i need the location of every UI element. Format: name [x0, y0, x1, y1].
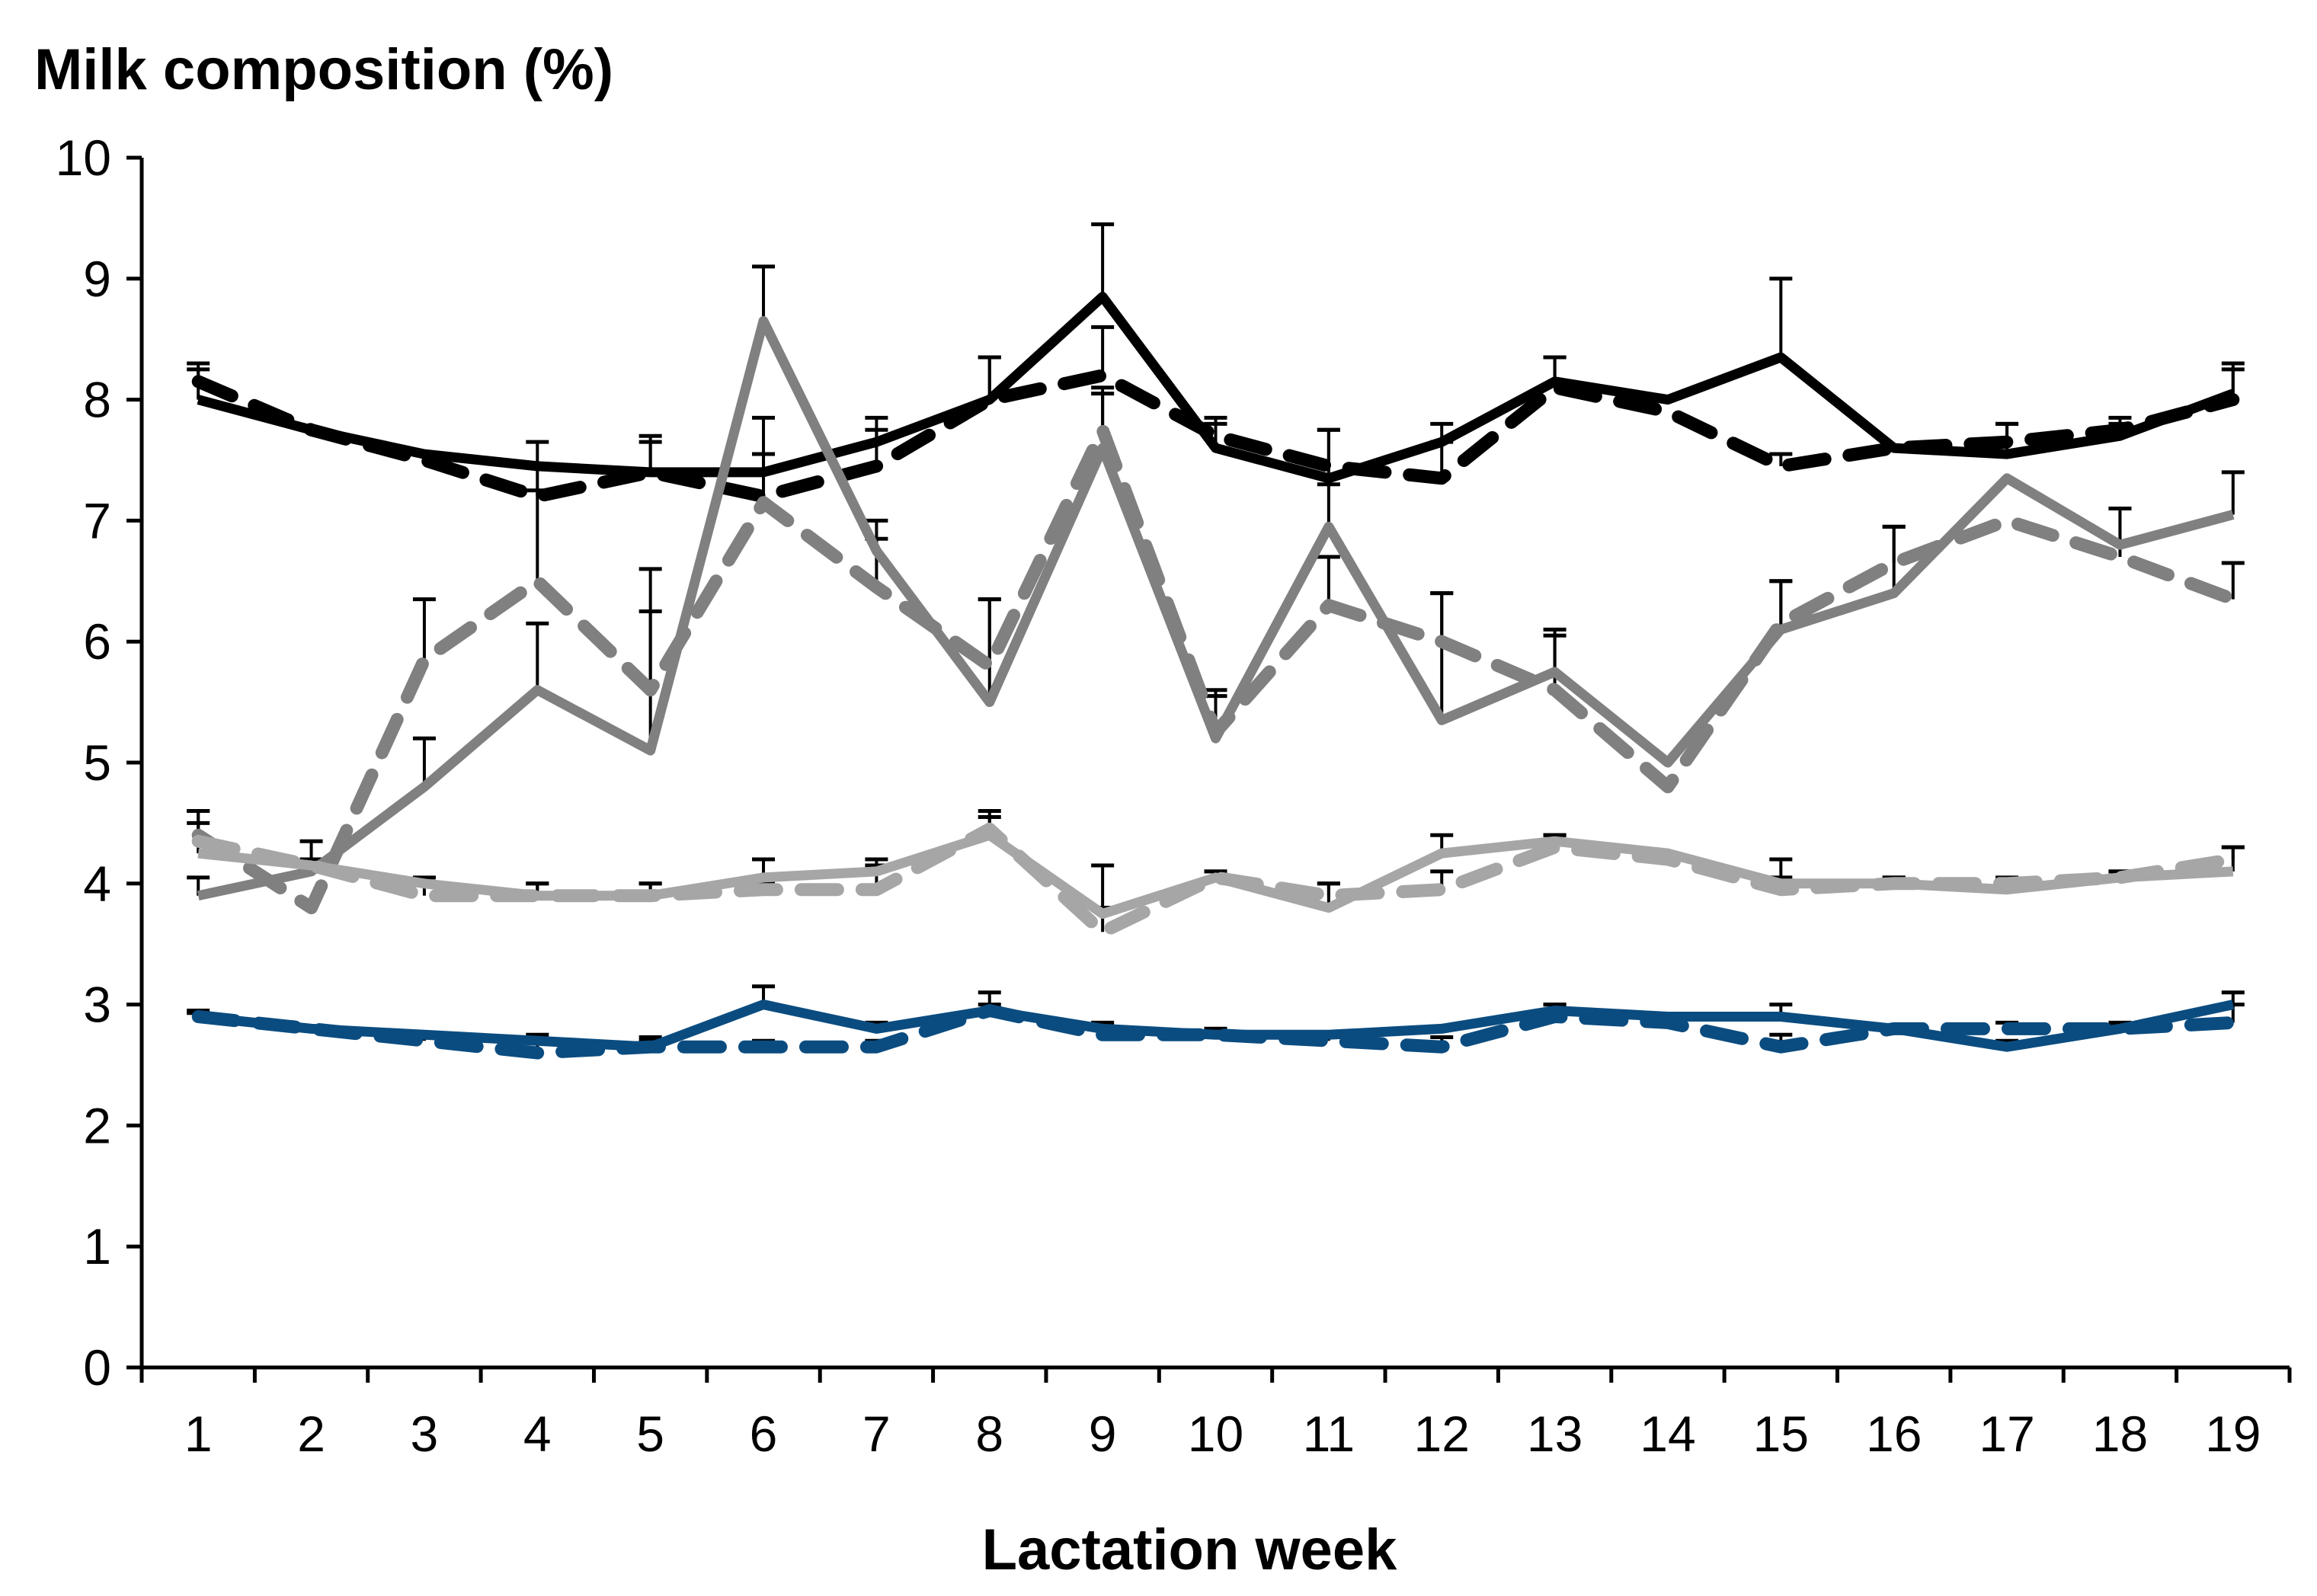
y-tick-label: 7 [83, 492, 111, 549]
y-axis-title: Milk composition (%) [34, 37, 613, 102]
x-tick-label: 1 [184, 1406, 213, 1462]
x-axis-title: Lactation week [982, 1518, 1398, 1582]
x-tick-label: 10 [1188, 1406, 1243, 1462]
series-line-light-gray-dashed [191, 822, 2240, 939]
y-tick-label: 10 [56, 130, 111, 186]
series-lines [191, 292, 2240, 1060]
x-tick-label: 13 [1527, 1406, 1583, 1462]
x-axis-ticks: 1 2 3 4 5 6 7 8 9 10 11 12 13 14 15 16 17 18 19 [139, 1367, 2292, 1462]
x-tick-label: 2 [297, 1406, 325, 1462]
axes [139, 158, 2290, 1370]
y-tick-label: 0 [83, 1339, 111, 1396]
x-tick-label: 11 [1303, 1406, 1355, 1462]
x-tick-label: 4 [523, 1406, 552, 1462]
x-tick-label: 19 [2205, 1406, 2261, 1462]
y-tick-label: 5 [83, 734, 111, 791]
y-tick-label: 2 [83, 1097, 111, 1153]
x-tick-label: 8 [975, 1406, 1003, 1462]
x-tick-label: 5 [636, 1406, 664, 1462]
series-line-blue-dashed [191, 1004, 2240, 1060]
x-tick-label: 9 [1089, 1406, 1117, 1462]
y-tick-label: 3 [83, 977, 111, 1033]
x-tick-label: 17 [1979, 1406, 2034, 1462]
y-tick-label: 6 [83, 613, 111, 670]
x-tick-label: 3 [411, 1406, 439, 1462]
series-line-gray-dashed [191, 423, 2240, 915]
y-tick-label: 4 [83, 856, 111, 912]
x-tick-label: 16 [1866, 1406, 1922, 1462]
x-tick-label: 18 [2092, 1406, 2148, 1462]
y-tick-label: 8 [83, 372, 111, 428]
x-tick-label: 7 [862, 1406, 891, 1462]
error-bars [187, 222, 2245, 1054]
series-line-black-solid [197, 292, 2235, 484]
y-tick-label: 1 [83, 1218, 111, 1275]
y-axis-ticks: 0 1 2 3 4 5 6 7 8 9 10 [56, 130, 142, 1396]
y-tick-label: 9 [83, 251, 111, 307]
x-tick-label: 14 [1640, 1406, 1695, 1462]
x-tick-label: 15 [1753, 1406, 1809, 1462]
x-tick-label: 6 [750, 1406, 778, 1462]
x-tick-label: 12 [1414, 1406, 1470, 1462]
